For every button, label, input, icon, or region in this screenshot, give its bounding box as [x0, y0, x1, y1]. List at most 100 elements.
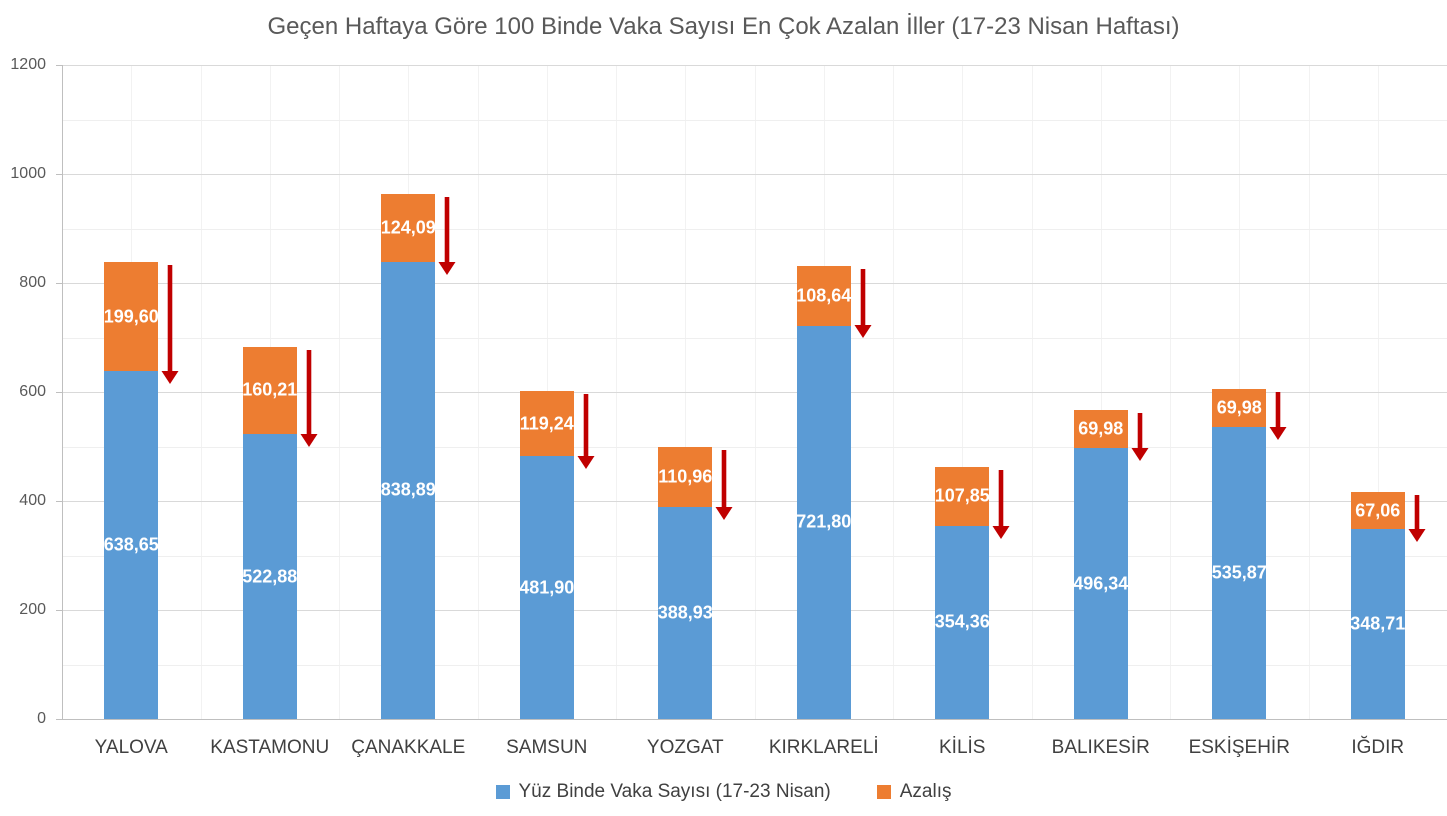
- category-label-SAMSUN: SAMSUN: [506, 737, 588, 758]
- value-label-decrease-ESKİŞEHİR: 69,98: [1216, 397, 1262, 418]
- bar-KİLİS-cases: [935, 525, 990, 719]
- y-axis-tick-600: [56, 392, 62, 393]
- y-axis-tick-800: [56, 283, 62, 284]
- bar-IĞDIR-cases: [1350, 528, 1405, 719]
- y-axis-tick-200: [56, 610, 62, 611]
- bar-KASTAMONU-cases: [242, 434, 297, 719]
- y-axis-label-1000: 1000: [10, 165, 46, 182]
- decrease-arrow-icon: [161, 265, 179, 385]
- bar-SAMSUN-cases: [519, 456, 574, 719]
- value-label-cases-SAMSUN: 481,90: [519, 577, 575, 598]
- bar-ESKİŞEHİR-decrease: [1212, 388, 1267, 427]
- value-label-decrease-YOZGAT: 110,96: [658, 466, 713, 487]
- bar-YOZGAT-cases: [658, 507, 713, 719]
- category-label-BALIKESİR: BALIKESİR: [1051, 737, 1150, 758]
- decrease-arrow-icon: [300, 349, 318, 447]
- gridline-vertical: [754, 65, 756, 719]
- bar-YOZGAT-decrease: [658, 446, 713, 508]
- decrease-arrow-icon: [1408, 495, 1426, 543]
- bar-BALIKESİR-cases: [1073, 448, 1128, 719]
- y-axis-label-1200: 1200: [10, 56, 46, 73]
- bar-YALOVA-decrease: [104, 262, 159, 371]
- category-label-YALOVA: YALOVA: [94, 737, 168, 758]
- value-label-decrease-YALOVA: 199,60: [103, 306, 159, 327]
- category-label-ÇANAKKALE: ÇANAKKALE: [351, 737, 466, 758]
- bar-BALIKESİR-decrease: [1073, 410, 1128, 449]
- bar-YALOVA-cases: [104, 370, 159, 719]
- legend-item-cases: Yüz Binde Vaka Sayısı (17-23 Nisan): [495, 781, 831, 803]
- gridline-y-0: [62, 719, 1447, 720]
- y-axis-tick-0: [56, 719, 62, 720]
- y-axis-label-600: 600: [19, 383, 46, 400]
- category-label-ESKİŞEHİR: ESKİŞEHİR: [1188, 737, 1290, 758]
- decrease-arrow-icon: [715, 449, 733, 520]
- y-axis-label-0: 0: [37, 710, 46, 727]
- value-label-cases-BALIKESİR: 496,34: [1073, 573, 1129, 594]
- value-label-cases-YALOVA: 638,65: [103, 534, 159, 555]
- bar-ÇANAKKALE-cases: [381, 261, 436, 719]
- gridline-vertical: [1031, 65, 1033, 719]
- gridline-vertical: [893, 65, 894, 719]
- value-label-decrease-BALIKESİR: 69,98: [1078, 418, 1124, 439]
- gridline-y-minor-700: [62, 337, 1447, 339]
- value-label-cases-YOZGAT: 388,93: [657, 602, 713, 623]
- gridline-vertical: [1308, 65, 1310, 719]
- legend-item-decrease: Azalış: [876, 781, 952, 803]
- value-label-decrease-KIRKLARELİ: 108,64: [796, 285, 852, 306]
- y-axis-label-400: 400: [19, 492, 46, 509]
- gridline-vertical: [339, 65, 340, 719]
- bar-KIRKLARELİ-cases: [796, 325, 851, 719]
- bar-ÇANAKKALE-decrease: [381, 194, 436, 262]
- value-label-decrease-SAMSUN: 119,24: [519, 413, 574, 434]
- gridline-y-800: [62, 283, 1447, 284]
- value-label-cases-KASTAMONU: 522,88: [242, 566, 298, 586]
- value-label-cases-ÇANAKKALE: 838,89: [380, 479, 436, 500]
- legend-label-decrease: Azalış: [899, 781, 952, 802]
- value-label-cases-ESKİŞEHİR: 535,87: [1211, 562, 1267, 583]
- value-label-decrease-ÇANAKKALE: 124,09: [380, 217, 436, 238]
- gridline-vertical: [200, 65, 202, 719]
- value-label-decrease-IĞDIR: 67,06: [1355, 500, 1401, 521]
- bar-KİLİS-decrease: [935, 467, 990, 526]
- chart-title: Geçen Haftaya Göre 100 Binde Vaka Sayısı…: [267, 13, 1180, 40]
- gridline-y-1000: [62, 174, 1447, 175]
- category-label-KIRKLARELİ: KIRKLARELİ: [768, 737, 879, 758]
- decrease-arrow-icon: [438, 197, 456, 276]
- y-axis-label-800: 800: [19, 274, 46, 291]
- bar-ESKİŞEHİR-cases: [1212, 426, 1267, 719]
- decrease-arrow-icon: [992, 470, 1010, 540]
- gridline-y-minor-1100: [62, 119, 1447, 121]
- gridline-y-minor-900: [62, 228, 1447, 230]
- category-label-YOZGAT: YOZGAT: [646, 737, 724, 758]
- value-label-decrease-KASTAMONU: 160,21: [242, 379, 298, 400]
- y-axis-line: [62, 65, 63, 719]
- category-label-KİLİS: KİLİS: [939, 737, 986, 758]
- gridline-vertical: [616, 65, 617, 719]
- x-axis-line: [62, 719, 1447, 720]
- gridline-vertical: [62, 65, 63, 719]
- bar-IĞDIR-decrease: [1350, 492, 1405, 529]
- bar-KASTAMONU-decrease: [242, 346, 297, 435]
- category-label-KASTAMONU: KASTAMONU: [210, 737, 330, 758]
- decrease-arrow-icon: [854, 269, 872, 339]
- y-axis-tick-400: [56, 501, 62, 502]
- value-label-decrease-KİLİS: 107,85: [934, 485, 990, 506]
- gridline-vertical: [1170, 65, 1171, 719]
- y-axis-label-200: 200: [19, 601, 46, 618]
- legend: Yüz Binde Vaka Sayısı (17-23 Nisan) Azal…: [0, 781, 1447, 803]
- legend-swatch-blue: [495, 785, 510, 799]
- value-label-cases-KIRKLARELİ: 721,80: [796, 511, 852, 532]
- legend-swatch-orange: [876, 785, 891, 799]
- gridline-vertical: [477, 65, 479, 719]
- bar-SAMSUN-decrease: [519, 391, 574, 457]
- legend-label-cases: Yüz Binde Vaka Sayısı (17-23 Nisan): [518, 781, 831, 802]
- decrease-arrow-icon: [1131, 413, 1149, 462]
- y-axis-tick-1000: [56, 174, 62, 175]
- y-axis-tick-1200: [56, 65, 62, 66]
- value-label-cases-KİLİS: 354,36: [934, 611, 990, 632]
- decrease-arrow-icon: [577, 394, 595, 470]
- value-label-cases-IĞDIR: 348,71: [1350, 613, 1406, 634]
- gridline-y-1200: [62, 65, 1447, 66]
